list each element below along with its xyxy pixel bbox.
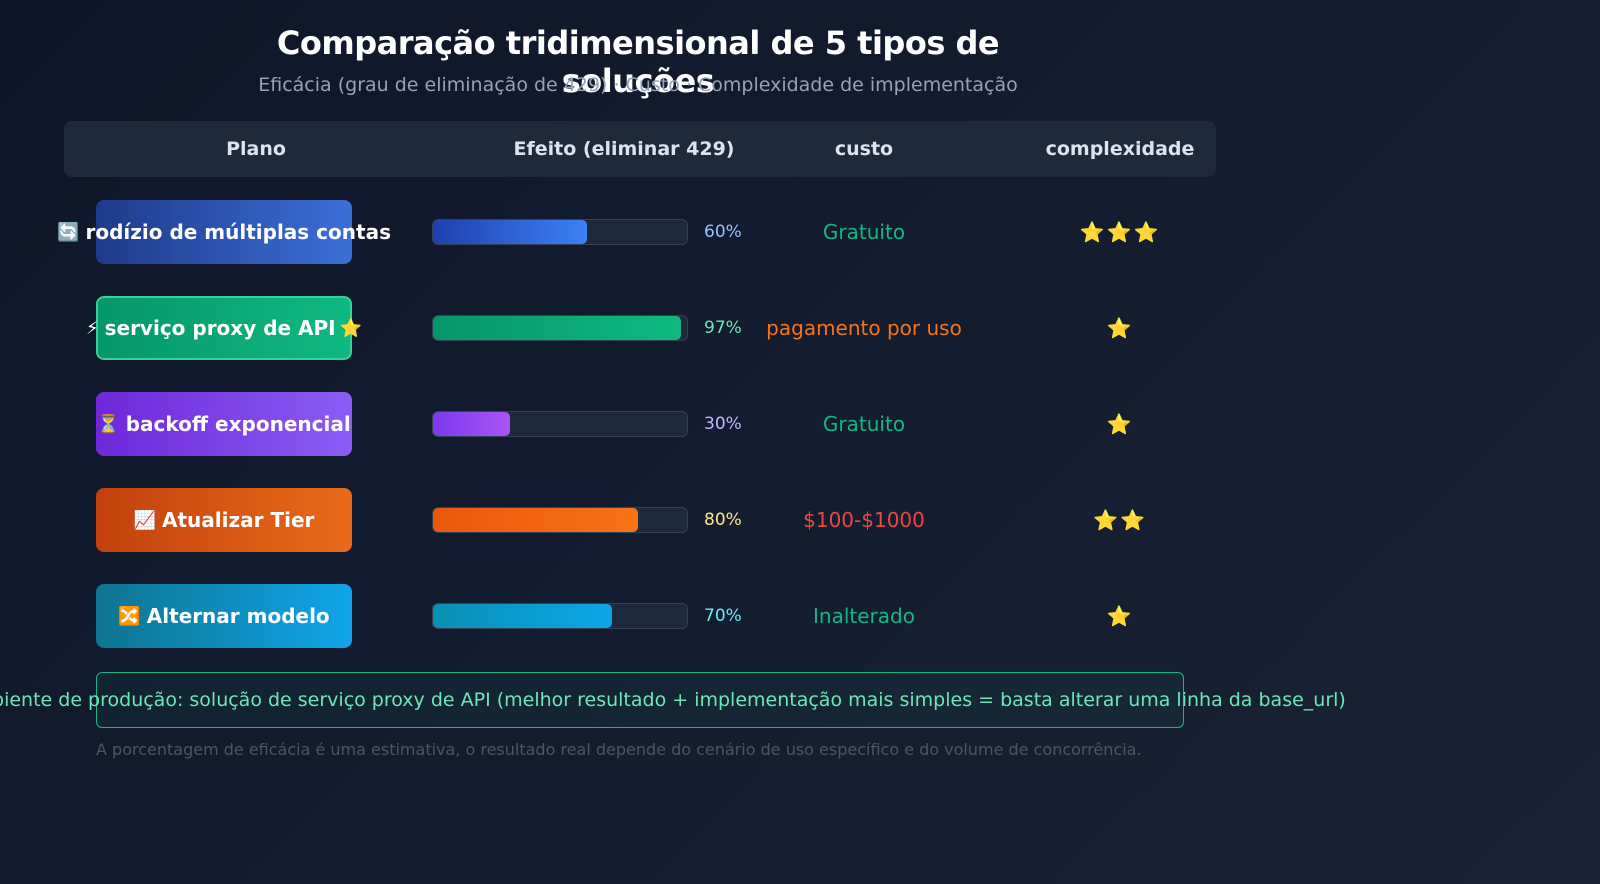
effect-label: 80% xyxy=(704,510,742,530)
effect-label: 30% xyxy=(704,414,742,434)
header-plano: Plano xyxy=(226,138,286,160)
cost-label: Inalterado xyxy=(813,604,915,628)
plan-icon: 🔀 xyxy=(118,605,141,627)
plan-name: Alternar modelo xyxy=(146,604,330,628)
effect-bar-track xyxy=(432,411,688,437)
plan-name: rodízio de múltiplas contas xyxy=(85,220,391,244)
complexity-stars: ⭐ xyxy=(1106,316,1134,340)
cost-label: $100-$1000 xyxy=(803,508,925,532)
recommendation-text: o para ambiente de produção: solução de … xyxy=(0,689,1346,711)
effect-bar-track xyxy=(432,507,688,533)
effect-bar-track xyxy=(432,219,688,245)
complexity-stars: ⭐ xyxy=(1106,412,1134,436)
complexity-stars: ⭐⭐⭐ xyxy=(1079,220,1161,244)
plan-icon: 🔄 xyxy=(57,221,80,243)
chart-subtitle: Eficácia (grau de eliminação de 429) · C… xyxy=(258,74,1018,96)
plan-icon: ⚡ xyxy=(85,317,99,339)
table-row: ⏳ backoff exponencial 30% Gratuito ⭐ xyxy=(0,392,1600,456)
chart-title: Comparação tridimensional de 5 tipos de … xyxy=(276,24,1000,100)
cost-label: Gratuito xyxy=(822,220,906,244)
complexity-stars: ⭐⭐ xyxy=(1093,508,1147,532)
table-row: ⚡ serviço proxy de API ⭐ 97% pagamento por u… xyxy=(0,296,1600,360)
table-row: 🔄 rodízio de múltiplas contas 60% Gratuito ⭐… xyxy=(0,200,1600,264)
header-complexidade: complexidade xyxy=(1045,138,1195,160)
plan-pill: 🔀 Alternar modelo xyxy=(96,584,352,648)
effect-label: 70% xyxy=(704,606,742,626)
plan-pill: 📈 Atualizar Tier xyxy=(96,488,352,552)
effect-label: 97% xyxy=(704,318,742,338)
recommendation-clip: o para ambiente de produção: solução de … xyxy=(0,672,1600,728)
plan-icon: ⏳ xyxy=(97,413,120,435)
effect-bar xyxy=(433,220,587,244)
table-header: Plano Efeito (eliminar 429) custo comple… xyxy=(64,121,1216,177)
effect-bar xyxy=(433,604,612,628)
effect-bar-track xyxy=(432,315,688,341)
effect-label: 60% xyxy=(704,222,742,242)
effect-bar-track xyxy=(432,603,688,629)
header-custo: custo xyxy=(834,138,894,160)
cost-label: pagamento por uso xyxy=(766,316,962,340)
effect-bar xyxy=(433,412,510,436)
recommendation-box xyxy=(96,672,1184,728)
plan-icon: 📈 xyxy=(133,509,157,531)
table-row: 📈 Atualizar Tier 80% $100-$1000 ⭐⭐ xyxy=(0,488,1600,552)
plan-pill: ⚡ serviço proxy de API ⭐ xyxy=(86,296,362,360)
plan-pill: 🔄 rodízio de múltiplas contas xyxy=(57,200,391,264)
table-row: 🔀 Alternar modelo 70% Inalterado ⭐ xyxy=(0,584,1600,648)
footnote: A porcentagem de eficácia é uma estimati… xyxy=(96,740,1142,759)
recommended-star-icon: ⭐ xyxy=(339,317,363,339)
effect-bar xyxy=(433,316,681,340)
header-efeito: Efeito (eliminar 429) xyxy=(513,138,735,160)
effect-bar xyxy=(433,508,638,532)
cost-label: Gratuito xyxy=(822,412,906,436)
plan-name: serviço proxy de API xyxy=(104,316,336,340)
plan-name: Atualizar Tier xyxy=(162,508,315,532)
plan-name: backoff exponencial xyxy=(125,412,351,436)
complexity-stars: ⭐ xyxy=(1106,604,1134,628)
plan-pill: ⏳ backoff exponencial xyxy=(96,392,352,456)
